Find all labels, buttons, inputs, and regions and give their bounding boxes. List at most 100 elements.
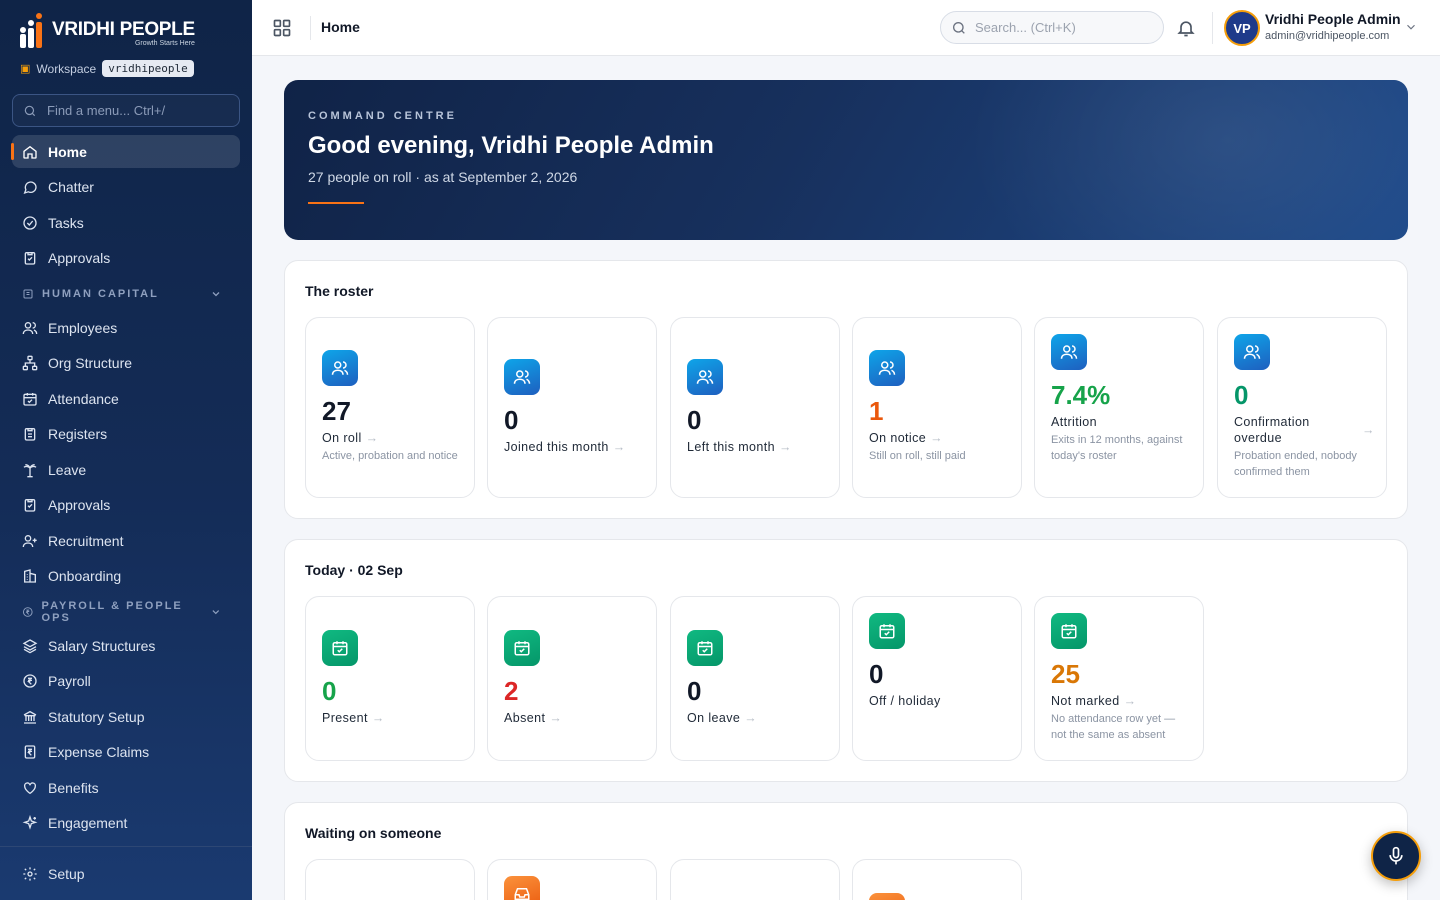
waiting-card[interactable] — [305, 859, 475, 900]
clipboard-list-icon — [24, 428, 36, 441]
nav-section-human-capital[interactable]: HUMAN CAPITAL — [12, 277, 240, 311]
building-icon — [23, 289, 33, 299]
sidebar-item-recruitment[interactable]: Recruitment — [12, 524, 240, 557]
sidebar-item-expense-claims[interactable]: Expense Claims — [12, 736, 240, 769]
waiting-card[interactable] — [670, 859, 840, 900]
users-icon — [687, 359, 723, 395]
today-panel: Today · 02 Sep 0 Present → 2 Absent → 0 On… — [284, 539, 1408, 782]
menu-search-input[interactable]: Find a menu... Ctrl+/ — [12, 94, 240, 127]
calendar-check-icon — [504, 630, 540, 666]
brand-logo[interactable]: VRIDHI PEOPLE Growth Starts Here — [20, 13, 195, 48]
stat-card-left[interactable]: 0 Left this month → — [670, 317, 840, 498]
waiting-card[interactable] — [852, 859, 1022, 900]
rupee-circle-icon — [23, 674, 37, 688]
brand-tagline: Growth Starts Here — [134, 39, 195, 47]
divider — [1212, 12, 1213, 44]
nav-section-payroll[interactable]: PAYROLL & PEOPLE OPS — [12, 595, 240, 629]
sidebar-item-org-structure[interactable]: Org Structure — [12, 347, 240, 380]
workspace-slug: vridhipeople — [102, 60, 194, 77]
stat-card-on-leave[interactable]: 0 On leave → — [670, 596, 840, 761]
stat-card-absent[interactable]: 2 Absent → — [487, 596, 657, 761]
stat-value: 7.4% — [1051, 380, 1111, 410]
stat-card-on-roll[interactable]: 27 On roll → Active, probation and notice — [305, 317, 475, 498]
nav-section-title: HUMAN CAPITAL — [42, 288, 159, 300]
sidebar-item-employees[interactable]: Employees — [12, 311, 240, 344]
sidebar-item-attendance[interactable]: Attendance — [12, 382, 240, 415]
sidebar-item-label: Engagement — [48, 815, 128, 831]
apps-grid-icon[interactable] — [272, 18, 292, 38]
stat-description: No attendance row yet — not the same as … — [1051, 713, 1176, 741]
workspace-label: Workspace — [36, 61, 97, 76]
sidebar-item-leave[interactable]: Leave — [12, 453, 240, 486]
stat-value: 0 — [1234, 380, 1249, 410]
arrow-right-icon: → — [779, 440, 792, 454]
sidebar-item-benefits[interactable]: Benefits — [12, 771, 240, 804]
sidebar-item-setup[interactable]: Setup — [12, 857, 240, 890]
stat-value: 27 — [322, 396, 351, 426]
sidebar-item-hc-approvals[interactable]: Approvals — [12, 489, 240, 522]
sidebar-item-payroll[interactable]: Payroll — [12, 665, 240, 698]
users-icon — [322, 350, 358, 386]
stat-label: Not marked → — [1051, 694, 1137, 708]
chevron-down-icon — [212, 610, 220, 615]
stat-description: Active, probation and notice — [322, 450, 458, 462]
sidebar-item-label: Expense Claims — [48, 744, 150, 760]
section-title: Today · 02 Sep — [305, 562, 403, 578]
rupee-icon — [22, 607, 33, 617]
stat-card-off-holiday[interactable]: 0 Off / holiday — [852, 596, 1022, 761]
arrow-right-icon: → — [612, 440, 626, 454]
chevron-down-icon — [212, 292, 220, 297]
hero-title: Good evening, Vridhi People Admin — [308, 132, 714, 159]
stat-card-confirmation-overdue[interactable]: 0 Confirmation overdue → Probation ended… — [1217, 317, 1387, 498]
arrow-right-icon: → — [549, 711, 563, 725]
stat-description: Probation ended, nobody confirmed them — [1234, 450, 1357, 478]
waiting-card[interactable] — [487, 859, 657, 900]
global-search-placeholder: Search... (Ctrl+K) — [975, 20, 1076, 35]
sidebar-item-label: Approvals — [48, 250, 111, 266]
bell-icon[interactable] — [1176, 18, 1196, 38]
stat-value: 0 — [687, 405, 702, 435]
receipt-icon — [24, 745, 36, 759]
bank-icon — [23, 710, 37, 724]
sidebar-item-statutory-setup[interactable]: Statutory Setup — [12, 700, 240, 733]
chevron-down-icon[interactable] — [1404, 20, 1418, 34]
sidebar-item-tasks[interactable]: Tasks — [12, 206, 240, 239]
stat-value: 1 — [869, 396, 884, 426]
sidebar-bottom: Setup — [0, 846, 252, 900]
hero-kicker: COMMAND CENTRE — [308, 110, 457, 122]
check-circle-icon — [23, 215, 37, 230]
avatar[interactable]: VP — [1224, 10, 1260, 46]
stat-card-not-marked[interactable]: 25 Not marked → No attendance row yet — n… — [1034, 596, 1204, 761]
stat-card-joined[interactable]: 0 Joined this month → — [487, 317, 657, 498]
stat-card-on-notice[interactable]: 1 On notice → Still on roll, still paid — [852, 317, 1022, 498]
sidebar-item-salary-structures[interactable]: Salary Structures — [12, 629, 240, 662]
stat-card-attrition[interactable]: 7.4% Attrition Exits in 12 months, again… — [1034, 317, 1204, 498]
voice-assistant-button[interactable] — [1371, 831, 1421, 881]
calendar-check-icon — [1051, 613, 1087, 649]
logo-mark-icon — [20, 13, 48, 48]
page-title: Home — [321, 19, 360, 35]
stat-label: On roll → — [322, 431, 379, 445]
user-name[interactable]: Vridhi People Admin — [1265, 11, 1401, 27]
sidebar-item-chatter[interactable]: Chatter — [12, 171, 240, 204]
stat-label: Attrition — [1051, 415, 1097, 429]
stat-card-present[interactable]: 0 Present → — [305, 596, 475, 761]
arrow-right-icon: → — [1123, 694, 1137, 708]
sidebar-item-home[interactable]: Home — [11, 135, 240, 168]
calendar-check-icon — [322, 630, 358, 666]
sidebar-item-registers[interactable]: Registers — [12, 418, 240, 451]
gear-icon — [23, 866, 37, 881]
sidebar-item-engagement[interactable]: Engagement — [12, 807, 240, 840]
palm-tree-icon — [23, 463, 37, 477]
sidebar-item-label: Salary Structures — [48, 637, 156, 654]
stat-label: Present → — [322, 711, 385, 725]
sidebar-item-label: Attendance — [48, 390, 119, 407]
sidebar-nav: Home Chatter Tasks Approvals HUMAN CAPIT… — [11, 135, 240, 842]
stat-value: 0 — [504, 405, 519, 435]
sidebar-item-approvals[interactable]: Approvals — [12, 242, 240, 275]
global-search-input[interactable]: Search... (Ctrl+K) — [940, 11, 1164, 44]
sidebar-item-onboarding[interactable]: Onboarding — [12, 560, 240, 593]
search-icon — [24, 105, 36, 116]
arrow-right-icon: → — [930, 431, 944, 445]
sidebar-item-label: Payroll — [48, 673, 91, 689]
